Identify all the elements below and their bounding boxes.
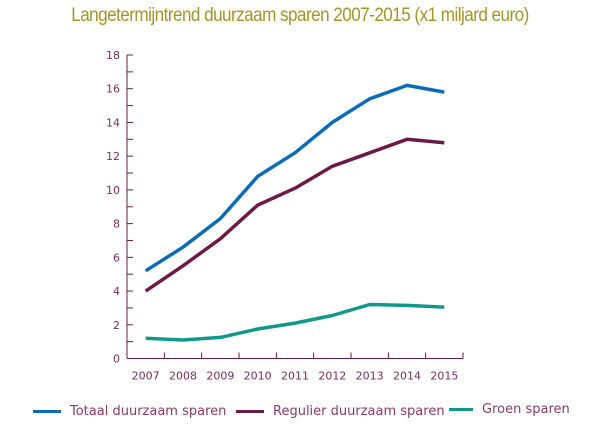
- legend-item-groen: Groen sparen: [449, 399, 570, 419]
- legend-label-groen: Groen sparen: [482, 401, 570, 417]
- legend-swatch-groen: [449, 407, 473, 411]
- y-tick-label: 4: [113, 285, 120, 298]
- x-tick-label: 2008: [169, 370, 197, 383]
- x-tick-label: 2009: [206, 370, 234, 383]
- y-tick-label: 0: [113, 353, 120, 366]
- y-tick-label: 12: [106, 150, 120, 163]
- legend-label-regulier: Regulier duurzaam sparen: [273, 403, 445, 419]
- y-tick-label: 14: [106, 116, 120, 129]
- legend-item-totaal: Totaal duurzaam sparen: [33, 401, 226, 421]
- series-line-0: [144, 83, 445, 273]
- series-line-2: [145, 302, 445, 342]
- x-tick-label: 2012: [318, 370, 346, 383]
- series-line-1: [144, 137, 445, 293]
- x-tick-label: 2010: [244, 370, 272, 383]
- chart-title: Langetermijntrend duurzaam sparen 2007-2…: [71, 5, 529, 26]
- x-tick-label: 2015: [430, 370, 458, 383]
- y-tick-label: 16: [106, 83, 120, 96]
- y-tick-label: 8: [113, 218, 120, 231]
- legend-item-regulier: Regulier duurzaam sparen: [236, 401, 445, 421]
- y-tick-label: 2: [113, 319, 120, 332]
- y-tick-label: 10: [106, 184, 120, 197]
- legend-label-totaal: Totaal duurzaam sparen: [70, 403, 227, 419]
- legend-swatch-regulier: [236, 409, 264, 413]
- y-tick-label: 18: [106, 49, 120, 62]
- x-tick-label: 2007: [132, 370, 160, 383]
- y-tick-label: 6: [113, 251, 120, 264]
- x-tick-label: 2014: [393, 370, 421, 383]
- x-tick-label: 2013: [356, 370, 384, 383]
- x-tick-label: 2011: [281, 370, 309, 383]
- legend-swatch-totaal: [33, 409, 61, 413]
